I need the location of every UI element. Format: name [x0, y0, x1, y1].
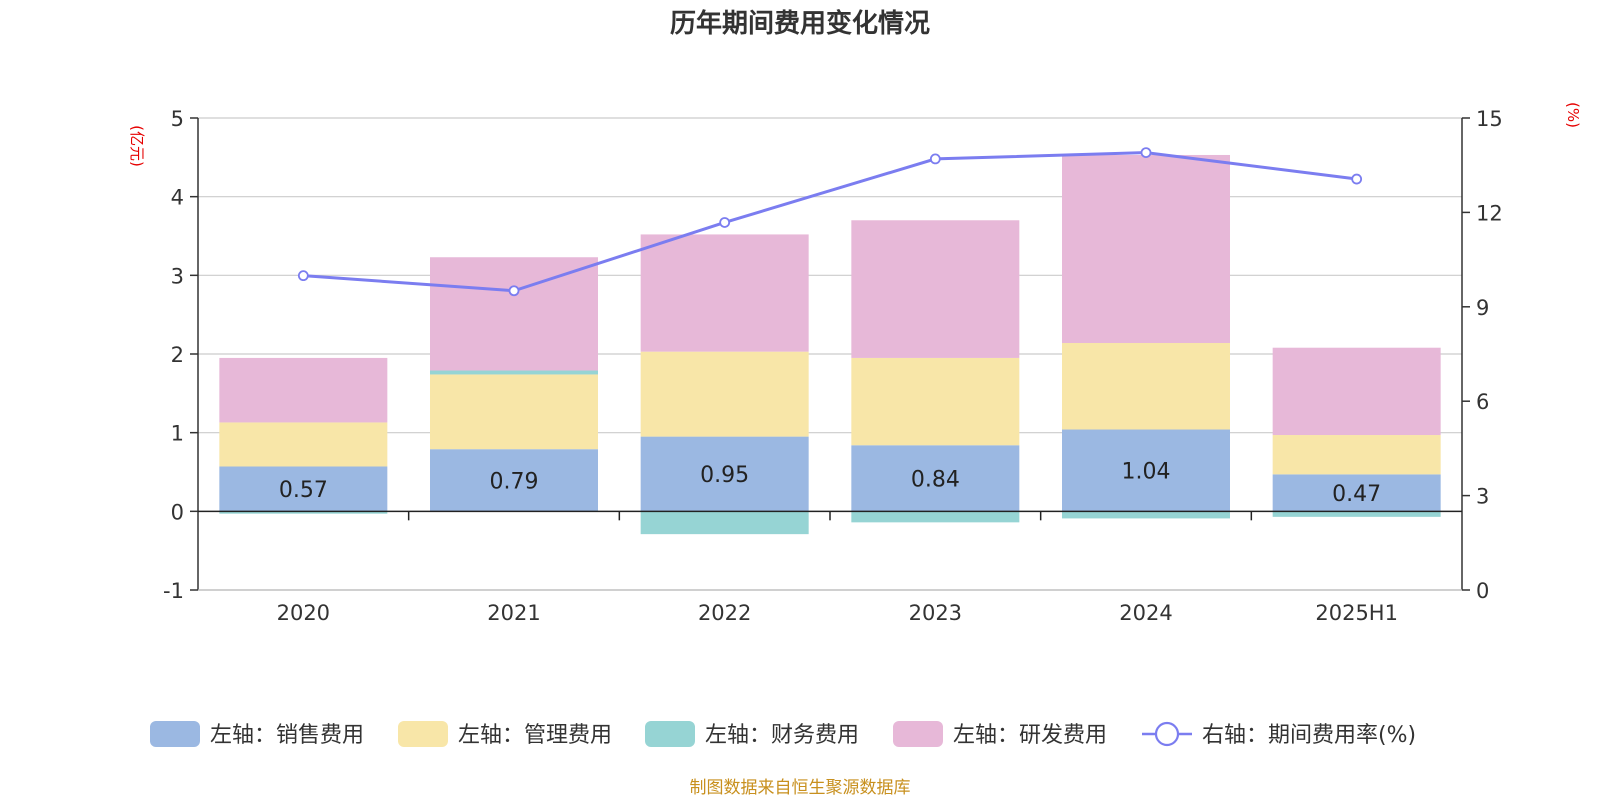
- bar-segment: [1062, 429, 1230, 512]
- bar-segment: [219, 511, 388, 514]
- data-label: 0.95: [700, 463, 749, 488]
- bar-segment: [640, 436, 809, 512]
- left-tick-label: 3: [171, 264, 184, 288]
- left-axis-unit: (亿元): [128, 125, 146, 167]
- rate-line-point: [719, 217, 731, 228]
- right-tick-label: 6: [1476, 390, 1489, 414]
- bar-segment: [640, 511, 809, 535]
- legend-line-marker: [1154, 721, 1180, 747]
- bar-segment: [1062, 154, 1230, 343]
- bar-segment: [1272, 347, 1441, 436]
- rate-line-point: [1351, 173, 1363, 185]
- data-label: 1.04: [1122, 459, 1171, 484]
- x-tick-label: 2022: [698, 601, 751, 625]
- data-labels: 0.57 0.79 0.95 0.84 1.04 0.47: [279, 459, 1381, 506]
- expense-rate-line: [297, 147, 1363, 297]
- legend-swatch: [398, 721, 448, 747]
- right-tick-label: 12: [1476, 201, 1503, 225]
- bar-segment: [219, 422, 388, 467]
- rate-line-point: [297, 270, 309, 282]
- left-tick-label: 4: [171, 186, 184, 210]
- x-tick-label: 2024: [1119, 601, 1172, 625]
- left-tick-label: 5: [171, 107, 184, 131]
- bar-segment: [430, 257, 598, 371]
- left-tick-label: 2: [171, 343, 184, 367]
- bar-segment: [1272, 435, 1441, 475]
- right-tick-label: 3: [1476, 485, 1489, 509]
- bar-segment: [430, 374, 598, 450]
- right-tick-label: 9: [1476, 296, 1489, 320]
- left-tick-label: -1: [163, 579, 184, 603]
- bar-segment: [851, 445, 1020, 512]
- legend-label: 左轴：财务费用: [705, 723, 859, 748]
- bar-segment: [1272, 511, 1441, 517]
- rate-line-point: [1140, 147, 1152, 159]
- legend-label: 左轴：管理费用: [458, 723, 612, 748]
- bar-segment: [640, 351, 809, 437]
- bar-segment: [430, 370, 598, 375]
- bar-segment: [851, 357, 1020, 446]
- bar-segment: [430, 449, 598, 512]
- x-tick-label: 2020: [277, 601, 330, 625]
- data-label: 0.47: [1332, 482, 1381, 507]
- data-label: 0.84: [911, 467, 960, 492]
- bar-segment: [851, 220, 1020, 358]
- source-note: 制图数据来自恒生聚源数据库: [690, 778, 911, 798]
- bar-segment: [219, 357, 388, 423]
- bar-segment: [1062, 511, 1230, 519]
- chart-title: 历年期间费用变化情况: [670, 8, 930, 39]
- legend-swatch: [893, 721, 943, 747]
- legend-label: 左轴：销售费用: [210, 723, 364, 748]
- legend-label: 右轴：期间费用率(%): [1202, 723, 1416, 748]
- data-label: 0.79: [490, 469, 539, 494]
- x-tick-label: 2023: [909, 601, 962, 625]
- legend-swatch: [150, 721, 200, 747]
- data-label: 0.57: [279, 478, 328, 503]
- right-axis-unit: (%): [1564, 102, 1582, 128]
- x-tick-label: 2025H1: [1315, 601, 1398, 625]
- bar-segment: [851, 511, 1020, 523]
- right-tick-label: 15: [1476, 107, 1503, 131]
- bar-segment: [1062, 342, 1230, 430]
- rate-line-point: [508, 285, 520, 297]
- legend-label: 左轴：研发费用: [953, 723, 1107, 748]
- rate-line-point: [929, 153, 941, 165]
- right-tick-label: 0: [1476, 579, 1489, 603]
- bar-segment: [1272, 474, 1441, 512]
- rate-line-path: [303, 151, 1357, 293]
- x-tick-label: 2021: [487, 601, 540, 625]
- left-tick-label: 0: [171, 500, 184, 524]
- bars: [219, 154, 1441, 535]
- bar-segment: [219, 466, 388, 512]
- bar-segment: [640, 234, 809, 352]
- legend: 左轴：销售费用 左轴：管理费用 左轴：财务费用 左轴：研发费用 右轴：期间费用率(%): [150, 721, 1416, 748]
- legend-swatch: [645, 721, 695, 747]
- left-tick-label: 1: [171, 422, 184, 446]
